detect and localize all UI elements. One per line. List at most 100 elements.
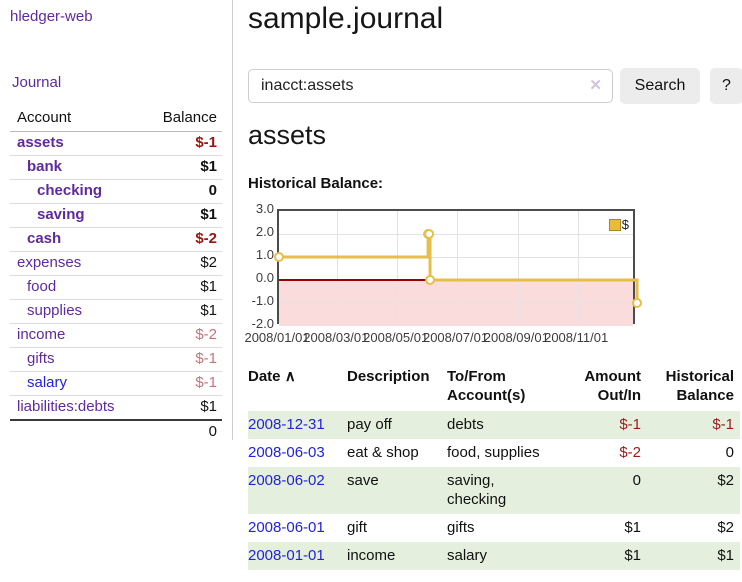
- transaction-date-cell: 2008-06-03: [248, 439, 347, 467]
- y-tick-label: 3.0: [255, 201, 274, 216]
- x-tick-label: 2008/09/01: [483, 330, 549, 345]
- account-row: gifts $-1: [10, 347, 222, 372]
- accounts-total-spacer: [10, 419, 152, 444]
- x-tick-label: 2008/03/01: [303, 330, 369, 345]
- transaction-date-cell: 2008-12-31: [248, 411, 347, 439]
- account-link[interactable]: salary: [27, 374, 68, 391]
- transaction-balance-cell: $1: [717, 547, 734, 564]
- transaction-date-link[interactable]: 2008-12-31: [248, 416, 325, 433]
- transaction-date-link[interactable]: 2008-06-02: [248, 472, 325, 489]
- account-link[interactable]: gifts: [27, 350, 55, 367]
- accounts-header-balance: Balance: [152, 106, 222, 132]
- page-title: sample.journal: [248, 2, 444, 35]
- transaction-row: 2008-06-03 eat & shop food, supplies $-2 0: [248, 439, 740, 467]
- sidebar-item-journal[interactable]: Journal: [12, 74, 62, 91]
- col-header-amount: Amount Out/In: [584, 368, 641, 404]
- balance-step-line: [279, 232, 639, 303]
- account-balance: $2: [152, 251, 222, 276]
- account-link[interactable]: cash: [27, 230, 62, 247]
- account-link[interactable]: supplies: [27, 302, 83, 319]
- account-cell: checking: [10, 179, 152, 204]
- legend-label: $: [621, 217, 629, 232]
- account-link[interactable]: assets: [17, 134, 64, 151]
- transaction-date-cell: 2008-06-01: [248, 514, 347, 542]
- account-balance: $-1: [152, 131, 222, 156]
- x-tick-label: 2008/07/01: [422, 330, 489, 345]
- account-balance: $-2: [152, 227, 222, 252]
- account-row: cash $-2: [10, 227, 222, 252]
- transaction-accounts-cell: gifts: [447, 519, 475, 536]
- sort-ascending-icon: ∧: [284, 368, 296, 385]
- data-point-marker: [632, 298, 642, 308]
- chart-line-svg: [274, 229, 642, 308]
- help-button[interactable]: ?: [710, 68, 742, 104]
- transaction-date-link[interactable]: 2008-06-03: [248, 444, 325, 461]
- app-brand-link[interactable]: hledger-web: [10, 8, 93, 25]
- data-point-marker: [274, 252, 284, 262]
- account-row: liabilities:debts $1: [10, 395, 222, 421]
- transactions-header-row: Date ∧ Description To/From Account(s) Am…: [248, 363, 740, 411]
- account-cell: saving: [10, 203, 152, 228]
- transaction-date-link[interactable]: 2008-01-01: [248, 547, 325, 564]
- clear-search-icon[interactable]: ✕: [589, 77, 602, 94]
- account-link[interactable]: expenses: [17, 254, 82, 271]
- x-tick-label: 2008/11/01: [544, 330, 609, 345]
- transaction-amount-cell: $1: [624, 547, 641, 564]
- gridline-h: [279, 256, 633, 258]
- transaction-row: 2008-12-31 pay off debts $-1 $-1: [248, 411, 740, 439]
- account-link[interactable]: bank: [27, 158, 63, 175]
- transaction-amount-cell: $-2: [619, 444, 641, 461]
- account-cell: food: [10, 275, 152, 300]
- transaction-description-cell: pay off: [347, 416, 392, 433]
- accounts-header-account: Account: [10, 106, 152, 132]
- account-cell: supplies: [10, 299, 152, 324]
- transaction-balance-cell: $-1: [712, 416, 734, 433]
- transaction-accounts-cell: salary: [447, 547, 488, 564]
- x-tick-label: 2008/01/01: [244, 330, 310, 345]
- account-row: salary $-1: [10, 371, 222, 396]
- account-balance: $1: [152, 395, 222, 421]
- transaction-description-cell: gift: [347, 519, 368, 536]
- transaction-row: 2008-06-01 gift gifts $1 $2: [248, 514, 740, 542]
- gridline-h: [279, 302, 633, 304]
- account-link[interactable]: liabilities:debts: [17, 398, 115, 415]
- transaction-amount-cell: $1: [624, 519, 641, 536]
- y-tick-label: 0.0: [255, 270, 274, 285]
- account-row: expenses $2: [10, 251, 222, 276]
- transaction-date-cell: 2008-06-02: [248, 467, 347, 514]
- transaction-date-link[interactable]: 2008-06-01: [248, 519, 325, 536]
- chart-x-axis: 2008/01/01 2008/03/01 2008/05/01 2008/07/01…: [244, 330, 635, 346]
- gridline-v: [517, 211, 519, 322]
- search-form: ✕ Search ?: [248, 68, 742, 104]
- account-cell: bank: [10, 155, 152, 180]
- account-link[interactable]: food: [27, 278, 57, 295]
- account-balance: $-2: [152, 323, 222, 348]
- account-link[interactable]: checking: [37, 182, 103, 199]
- account-cell: assets: [10, 131, 152, 156]
- account-cell: salary: [10, 371, 152, 396]
- account-balance: 0: [152, 179, 222, 204]
- account-balance: $1: [152, 203, 222, 228]
- transaction-balance-cell: 0: [725, 444, 734, 461]
- main-pane: sample.journal ✕ Search ? assets Histori…: [244, 0, 742, 582]
- account-cell: gifts: [10, 347, 152, 372]
- gridline-h: [279, 233, 633, 235]
- account-row: income $-2: [10, 323, 222, 348]
- accounts-total-row: 0: [10, 419, 222, 444]
- account-cell: liabilities:debts: [10, 395, 152, 421]
- account-link[interactable]: income: [17, 326, 66, 343]
- accounts-table: Account Balance assets $-1 bank $1 checking 0…: [10, 106, 222, 444]
- search-input[interactable]: [248, 69, 613, 103]
- col-header-date[interactable]: Date ∧: [248, 368, 296, 385]
- transaction-accounts-cell: saving, checking: [447, 472, 507, 508]
- account-link[interactable]: saving: [37, 206, 85, 223]
- transactions-tbody: 2008-12-31 pay off debts $-1 $-1 2008-06-03 ea…: [248, 411, 740, 570]
- account-row: supplies $1: [10, 299, 222, 324]
- transaction-row: 2008-06-02 save saving, checking 0 $2: [248, 467, 740, 514]
- account-row: bank $1: [10, 155, 222, 180]
- gridline-v: [337, 211, 339, 322]
- transaction-date-cell: 2008-01-01: [248, 542, 347, 570]
- transaction-balance-cell: $2: [717, 519, 734, 536]
- search-button[interactable]: Search: [620, 68, 700, 104]
- transaction-description-cell: eat & shop: [347, 444, 419, 461]
